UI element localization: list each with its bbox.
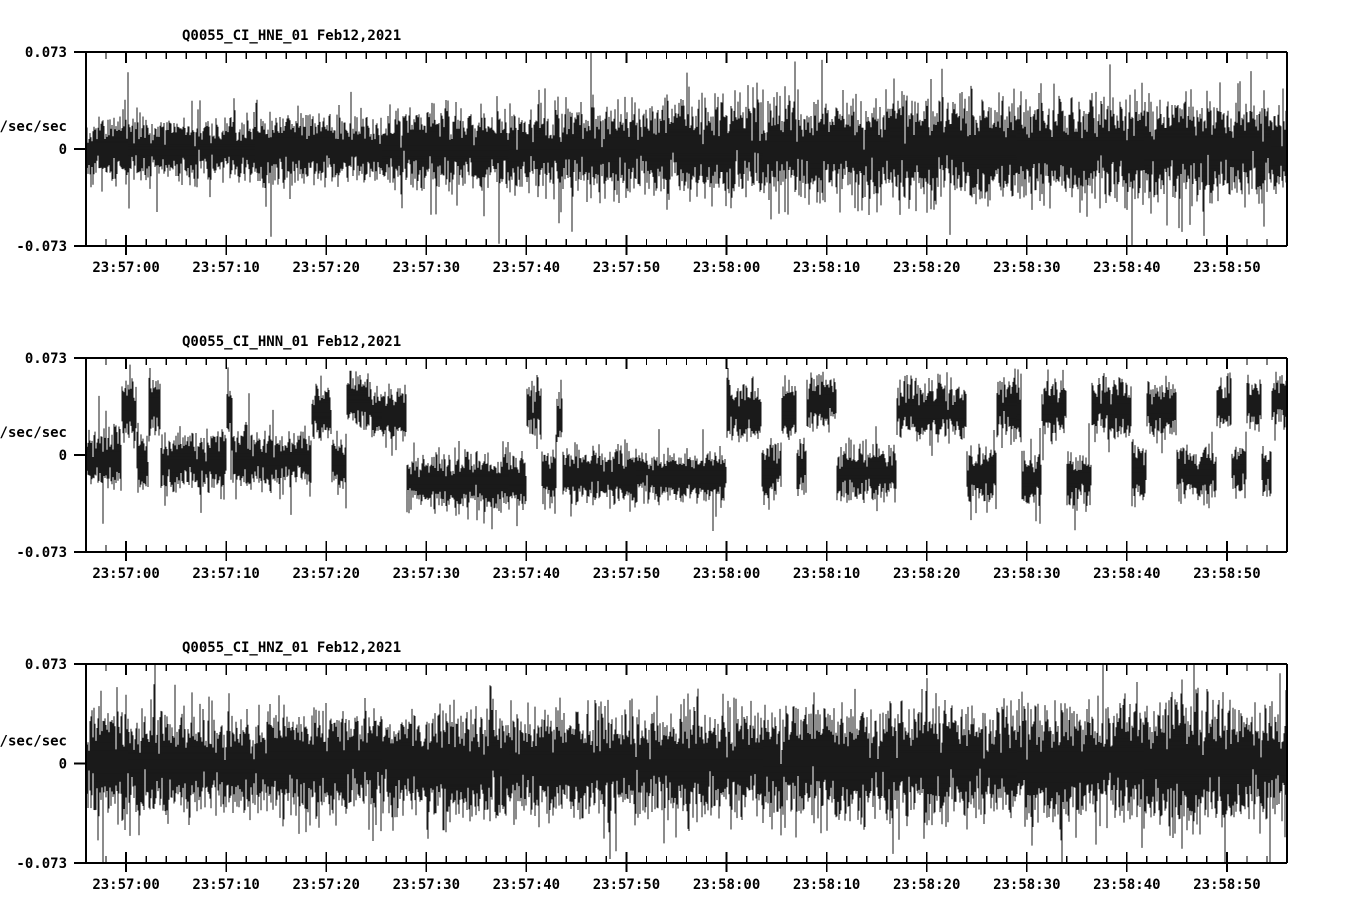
waveform-trace bbox=[85, 364, 1288, 531]
x-axis-tick-label: 23:57:30 bbox=[393, 877, 460, 893]
x-axis-tick-label: 23:58:00 bbox=[693, 566, 760, 582]
x-axis-tick-label: 23:58:50 bbox=[1193, 260, 1260, 276]
x-axis-tick-label: 23:57:30 bbox=[393, 260, 460, 276]
y-axis-tick-label: -0.073 bbox=[16, 856, 67, 872]
x-axis-tick-label: 23:58:00 bbox=[693, 877, 760, 893]
x-axis-tick-label: 23:57:10 bbox=[192, 877, 259, 893]
x-axis-tick-label: 23:58:50 bbox=[1193, 877, 1260, 893]
y-axis-tick-label: 0.073 bbox=[25, 351, 67, 367]
x-axis-tick-label: 23:57:20 bbox=[292, 877, 359, 893]
x-axis-tick-label: 23:58:30 bbox=[993, 260, 1060, 276]
x-axis-tick-label: 23:58:40 bbox=[1093, 877, 1160, 893]
panel-hnz: 23:57:00 23:57:10 23:57:20 23:57:30 23:57:40… bbox=[0, 612, 1358, 924]
x-axis-tick-label: 23:58:40 bbox=[1093, 260, 1160, 276]
panel-hne: 23:57:00 23:57:10 23:57:20 23:57:30 23:57:40… bbox=[0, 0, 1358, 306]
y-axis-tick-label: 0 bbox=[59, 142, 67, 158]
x-axis-tick-label: 23:58:30 bbox=[993, 877, 1060, 893]
x-axis-tick-label: 23:57:30 bbox=[393, 566, 460, 582]
y-axis-tick-label: 0 bbox=[59, 757, 67, 773]
panel-title: Q0055_CI_HNZ_01 Feb12,2021 bbox=[182, 640, 401, 656]
y-axis-unit-label: cm/sec/sec bbox=[0, 734, 67, 750]
x-axis-tick-label: 23:57:50 bbox=[593, 877, 660, 893]
y-axis-tick-label: 0.073 bbox=[25, 657, 67, 673]
x-axis-tick-label: 23:57:20 bbox=[292, 260, 359, 276]
x-axis-tick-label: 23:58:30 bbox=[993, 566, 1060, 582]
panel-hnz-plot: 23:57:00 23:57:10 23:57:20 23:57:30 23:57:40… bbox=[0, 640, 1288, 893]
y-axis-unit-label: cm/sec/sec bbox=[0, 425, 67, 441]
y-axis-tick-label: 0 bbox=[59, 448, 67, 464]
x-axis-tick-label: 23:57:40 bbox=[493, 566, 560, 582]
panel-hnn: 23:57:00 23:57:10 23:57:20 23:57:30 23:57:40… bbox=[0, 306, 1358, 612]
x-axis-tick-label: 23:57:40 bbox=[493, 877, 560, 893]
panel-title: Q0055_CI_HNN_01 Feb12,2021 bbox=[182, 334, 401, 350]
y-axis-unit-label: cm/sec/sec bbox=[0, 119, 67, 135]
x-axis-tick-label: 23:58:00 bbox=[693, 260, 760, 276]
x-axis-tick-label: 23:58:20 bbox=[893, 566, 960, 582]
x-axis-tick-label: 23:57:00 bbox=[92, 877, 159, 893]
x-axis-tick-label: 23:58:20 bbox=[893, 260, 960, 276]
y-axis-tick-label: -0.073 bbox=[16, 545, 67, 561]
x-axis-tick-label: 23:58:20 bbox=[893, 877, 960, 893]
waveform-trace bbox=[85, 53, 1288, 245]
panel-title: Q0055_CI_HNE_01 Feb12,2021 bbox=[182, 28, 401, 44]
x-axis-tick-label: 23:58:40 bbox=[1093, 566, 1160, 582]
x-axis-tick-label: 23:58:10 bbox=[793, 566, 860, 582]
x-axis-tick-label: 23:57:10 bbox=[192, 260, 259, 276]
x-axis-tick-label: 23:57:10 bbox=[192, 566, 259, 582]
x-axis-tick-label: 23:57:50 bbox=[593, 566, 660, 582]
x-axis-tick-label: 23:57:00 bbox=[92, 260, 159, 276]
waveform-trace bbox=[85, 665, 1288, 862]
x-axis-tick-label: 23:57:40 bbox=[493, 260, 560, 276]
x-axis-tick-label: 23:58:10 bbox=[793, 260, 860, 276]
x-axis-tick-label: 23:57:00 bbox=[92, 566, 159, 582]
x-axis-tick-label: 23:58:10 bbox=[793, 877, 860, 893]
x-axis-tick-label: 23:57:20 bbox=[292, 566, 359, 582]
x-axis-tick-label: 23:57:50 bbox=[593, 260, 660, 276]
panel-hne-plot: 23:57:00 23:57:10 23:57:20 23:57:30 23:57:40… bbox=[0, 28, 1288, 276]
y-axis-tick-label: -0.073 bbox=[16, 239, 67, 255]
panel-hnn-plot: 23:57:00 23:57:10 23:57:20 23:57:30 23:57:40… bbox=[0, 334, 1288, 582]
x-axis-tick-label: 23:58:50 bbox=[1193, 566, 1260, 582]
y-axis-tick-label: 0.073 bbox=[25, 45, 67, 61]
